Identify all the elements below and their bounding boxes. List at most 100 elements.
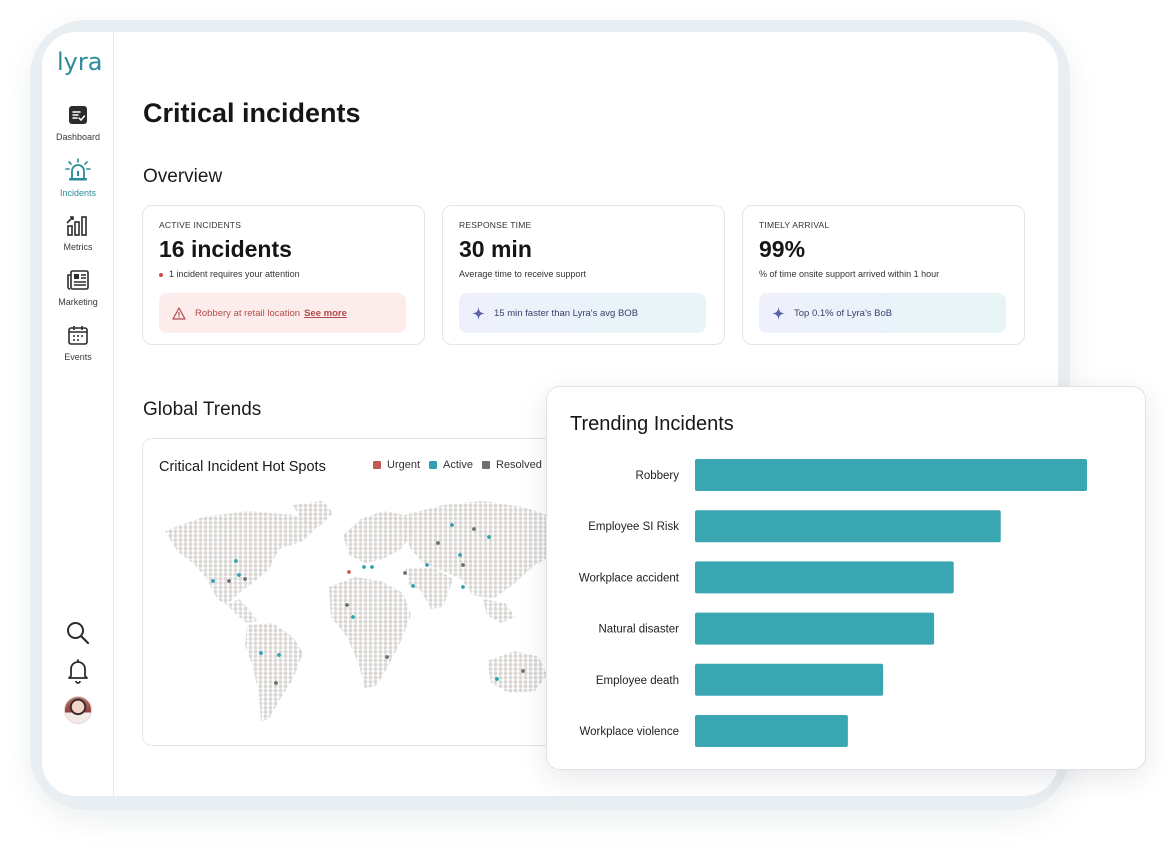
map-legend: Urgent Active Resolved xyxy=(373,459,542,471)
legend-item-resolved: Resolved xyxy=(482,459,542,471)
map-title: Critical Incident Hot Spots xyxy=(159,459,326,475)
category-label: Workplace accident xyxy=(579,572,680,584)
active-point xyxy=(458,553,462,557)
category-label: Workplace violence xyxy=(579,726,679,738)
card-value: 30 min xyxy=(459,236,532,262)
insight-banner: Top 0.1% of Lyra's BoB xyxy=(759,293,1006,333)
bell-icon xyxy=(68,659,88,684)
newspaper-icon xyxy=(67,270,89,290)
urgent-swatch xyxy=(373,460,381,469)
card-subtitle: 1 incident requires your attention xyxy=(159,269,300,279)
legend-item-active: Active xyxy=(429,459,473,471)
sidebar-item-label: Marketing xyxy=(58,297,98,307)
card-label: ACTIVE INCIDENTS xyxy=(159,220,242,230)
bar[interactable] xyxy=(695,459,1087,491)
urgent-dot-icon xyxy=(159,272,163,277)
resolved-point xyxy=(243,577,247,581)
resolved-point xyxy=(461,563,465,567)
active-incidents-card: ACTIVE INCIDENTS 16 incidents 1 incident… xyxy=(142,205,425,345)
card-label: RESPONSE TIME xyxy=(459,220,532,230)
card-subtitle-text: 1 incident requires your attention xyxy=(169,269,300,279)
active-point xyxy=(259,651,263,655)
lyra-logo[interactable]: lyra xyxy=(57,48,103,76)
sidebar-item-label: Events xyxy=(64,352,92,362)
active-point xyxy=(495,677,499,681)
active-point xyxy=(234,559,238,563)
sparkle-icon xyxy=(772,306,785,320)
resolved-point xyxy=(436,541,440,545)
trending-incidents-chart: Robbery Employee SI Risk Workplace acciden… xyxy=(579,459,1087,747)
resolved-point xyxy=(385,655,389,659)
insight-banner: 15 min faster than Lyra's avg BOB xyxy=(459,293,706,333)
resolved-point xyxy=(345,603,349,607)
active-point xyxy=(461,585,465,589)
sidebar-item-marketing[interactable]: Marketing xyxy=(42,269,114,307)
card-label: TIMELY ARRIVAL xyxy=(759,220,830,230)
bar[interactable] xyxy=(695,612,935,645)
bar[interactable] xyxy=(695,715,848,747)
incident-points xyxy=(211,523,525,685)
trending-incidents-card: Trending Incidents Robbery Employee SI Ri… xyxy=(546,386,1146,770)
continents xyxy=(165,501,563,721)
category-label: Employee death xyxy=(596,675,679,687)
active-point xyxy=(425,563,429,567)
siren-icon xyxy=(65,158,91,181)
checklist-icon xyxy=(69,106,87,124)
resolved-point xyxy=(403,571,407,575)
see-more-link[interactable]: See more xyxy=(304,307,347,319)
resolved-point xyxy=(227,579,231,583)
bar[interactable] xyxy=(695,561,954,594)
hot-spots-card: Critical Incident Hot Spots Urgent Activ… xyxy=(142,438,602,746)
sidebar-item-metrics[interactable]: Metrics xyxy=(42,214,114,252)
category-label: Employee SI Risk xyxy=(588,521,679,533)
timely-arrival-card: TIMELY ARRIVAL 99% % of time onsite supp… xyxy=(742,205,1025,345)
active-point xyxy=(351,615,355,619)
resolved-point xyxy=(472,527,476,531)
active-point xyxy=(362,565,366,569)
category-label: Robbery xyxy=(636,470,680,482)
resolved-point xyxy=(274,681,278,685)
sidebar: lyra Dashboard Incidents xyxy=(42,32,114,796)
sidebar-item-dashboard[interactable]: Dashboard xyxy=(42,104,114,142)
bar[interactable] xyxy=(695,663,884,696)
resolved-point xyxy=(521,669,525,673)
card-value: 99% xyxy=(759,236,806,262)
active-point xyxy=(487,535,491,539)
notifications-button[interactable] xyxy=(42,658,114,684)
sidebar-item-events[interactable]: Events xyxy=(42,324,114,362)
chart-title: Trending Incidents xyxy=(570,413,734,435)
insight-text: Top 0.1% of Lyra's BoB xyxy=(794,307,893,319)
response-time-card: RESPONSE TIME 30 min Average time to rec… xyxy=(442,205,725,345)
calendar-icon xyxy=(68,326,88,345)
active-point xyxy=(370,565,374,569)
sidebar-item-label: Incidents xyxy=(59,188,97,198)
sparkle-icon xyxy=(472,306,485,320)
active-point xyxy=(450,523,454,527)
active-point xyxy=(277,653,281,657)
card-subtitle: Average time to receive support xyxy=(459,269,586,279)
world-map[interactable] xyxy=(143,439,602,746)
card-value: 16 incidents xyxy=(159,236,292,262)
page-title: Critical incidents xyxy=(143,98,361,128)
active-point xyxy=(211,579,215,583)
global-trends-heading: Global Trends xyxy=(143,399,262,420)
alert-text: Robbery at retail location xyxy=(195,307,301,319)
legend-item-urgent: Urgent xyxy=(373,459,420,471)
urgent-point xyxy=(347,570,351,574)
search-button[interactable] xyxy=(42,620,114,646)
warning-icon xyxy=(172,306,186,320)
sidebar-item-label: Dashboard xyxy=(55,132,101,142)
active-swatch xyxy=(429,460,438,469)
resolved-swatch xyxy=(482,460,490,469)
active-point xyxy=(411,584,415,588)
bar-chart-icon xyxy=(66,216,87,236)
active-point xyxy=(237,573,241,577)
sidebar-item-incidents[interactable]: Incidents xyxy=(42,158,114,198)
overview-heading: Overview xyxy=(143,166,223,187)
search-icon xyxy=(67,622,90,645)
avatar[interactable] xyxy=(64,696,92,724)
bar[interactable] xyxy=(695,510,1001,543)
alert-banner: Robbery at retail location See more xyxy=(159,293,406,333)
insight-text: 15 min faster than Lyra's avg BOB xyxy=(494,307,639,319)
category-label: Natural disaster xyxy=(598,624,679,636)
